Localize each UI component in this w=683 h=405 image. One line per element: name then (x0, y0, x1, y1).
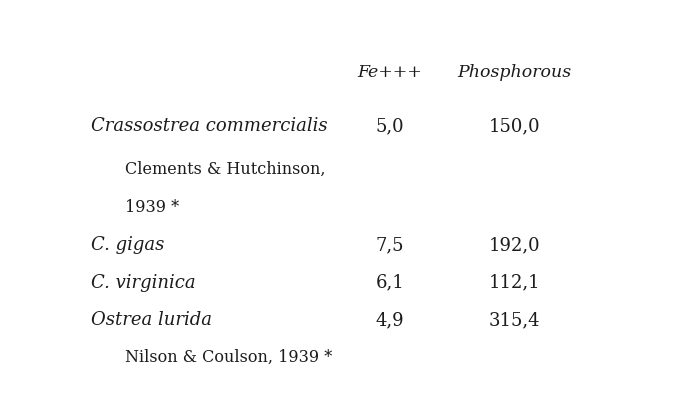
Text: Fe+++: Fe+++ (357, 64, 422, 81)
Text: C. gigas: C. gigas (91, 236, 164, 254)
Text: Crassostrea commercialis: Crassostrea commercialis (91, 117, 327, 135)
Text: C. virginica: C. virginica (91, 273, 195, 291)
Text: Nilson & Coulson, 1939 *: Nilson & Coulson, 1939 * (125, 348, 333, 365)
Text: Clements & Hutchinson,: Clements & Hutchinson, (125, 161, 326, 178)
Text: 4,9: 4,9 (376, 311, 404, 328)
Text: Ostrea lurida: Ostrea lurida (91, 311, 212, 328)
Text: 112,1: 112,1 (488, 273, 540, 291)
Text: Phosphorous: Phosphorous (457, 64, 571, 81)
Text: 1939 *: 1939 * (125, 198, 179, 215)
Text: 5,0: 5,0 (376, 117, 404, 135)
Text: 6,1: 6,1 (376, 273, 404, 291)
Text: 315,4: 315,4 (488, 311, 540, 328)
Text: 7,5: 7,5 (376, 236, 404, 254)
Text: 192,0: 192,0 (488, 236, 540, 254)
Text: 150,0: 150,0 (488, 117, 540, 135)
